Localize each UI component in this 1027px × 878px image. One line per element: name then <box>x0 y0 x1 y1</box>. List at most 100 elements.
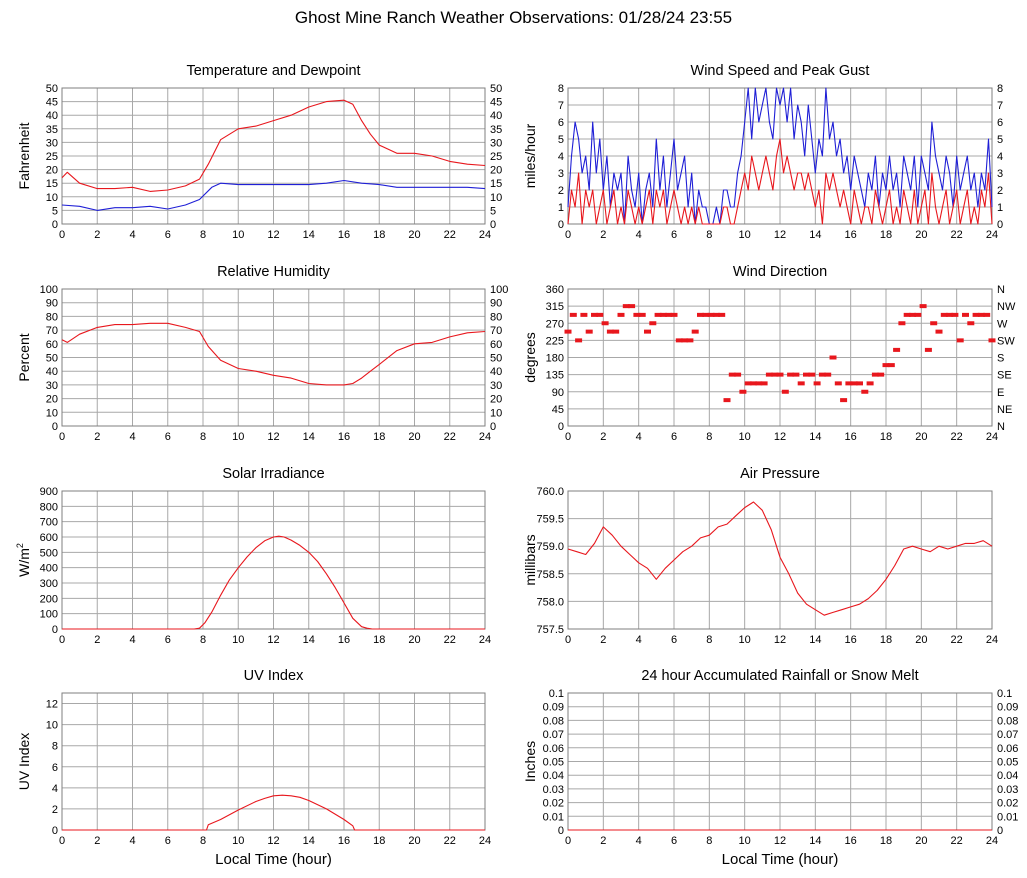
data-point <box>924 347 932 352</box>
y-tick-label: 45 <box>552 404 564 416</box>
y-tick-label: 7 <box>558 100 564 112</box>
x-tick-label: 4 <box>129 431 135 443</box>
data-point <box>691 329 699 334</box>
x-tick-label: 22 <box>444 431 456 443</box>
data-point <box>686 338 694 343</box>
right-axis-label: 4 <box>997 151 1003 163</box>
x-tick-label: 22 <box>951 431 963 443</box>
right-axis-label: 45 <box>490 97 502 109</box>
x-tick-label: 0 <box>565 431 571 443</box>
y-tick-label: 0.08 <box>543 715 564 727</box>
series-line-red <box>62 535 485 630</box>
x-tick-label: 8 <box>706 634 712 646</box>
right-axis-label: 40 <box>490 366 502 378</box>
y-tick-label: 100 <box>40 609 58 621</box>
data-point <box>898 321 906 326</box>
data-point <box>765 372 773 377</box>
x-tick-label: 14 <box>303 835 315 847</box>
x-tick-label: 12 <box>774 835 786 847</box>
x-tick-label: 10 <box>739 431 751 443</box>
y-tick-label: 315 <box>546 301 564 313</box>
y-tick-label: 270 <box>546 318 564 330</box>
x-tick-label: 22 <box>444 634 456 646</box>
x-tick-label: 22 <box>444 229 456 241</box>
data-point <box>734 372 742 377</box>
data-point <box>951 312 959 317</box>
x-tick-label: 16 <box>845 229 857 241</box>
data-point <box>564 329 572 334</box>
y-tick-label: 0 <box>52 219 58 231</box>
y-tick-label: 3 <box>558 168 564 180</box>
x-tick-label: 6 <box>671 634 677 646</box>
right-axis-label: 0.01 <box>997 811 1018 823</box>
x-tick-label: 10 <box>232 229 244 241</box>
y-tick-label: 6 <box>558 117 564 129</box>
data-point <box>665 312 673 317</box>
y-tick-label: 5 <box>52 205 58 217</box>
y-tick-label: 759.0 <box>536 541 564 553</box>
x-tick-label: 2 <box>600 229 606 241</box>
plot-frame <box>567 87 993 225</box>
data-point <box>797 381 805 386</box>
chart-title: Wind Direction <box>733 264 827 280</box>
y-axis-label: Inches <box>522 741 538 782</box>
x-tick-label: 14 <box>303 634 315 646</box>
x-tick-label: 6 <box>671 431 677 443</box>
data-point <box>771 372 779 377</box>
x-tick-label: 22 <box>444 835 456 847</box>
y-tick-label: 0 <box>52 624 58 636</box>
data-point <box>967 321 975 326</box>
y-tick-label: 0 <box>558 421 564 433</box>
data-point <box>670 312 678 317</box>
y-tick-label: 4 <box>558 151 564 163</box>
x-tick-label: 12 <box>774 229 786 241</box>
x-tick-label: 14 <box>809 229 821 241</box>
right-axis-label: S <box>997 353 1004 365</box>
x-tick-label: 10 <box>232 835 244 847</box>
y-tick-label: 70 <box>46 325 58 337</box>
x-tick-label: 14 <box>303 229 315 241</box>
x-tick-label: 12 <box>267 835 279 847</box>
x-tick-label: 8 <box>200 835 206 847</box>
data-point <box>654 312 662 317</box>
y-tick-label: 700 <box>40 517 58 529</box>
x-tick-label: 2 <box>94 431 100 443</box>
data-point <box>803 372 810 377</box>
plot-frame <box>61 490 486 630</box>
data-point <box>850 381 858 386</box>
right-axis-label: 8 <box>997 83 1003 95</box>
right-axis-label: 0.02 <box>997 798 1018 810</box>
right-axis-label: 20 <box>490 165 502 177</box>
y-axis-label: W/m2 <box>15 543 32 577</box>
x-axis-label: Local Time (hour) <box>722 851 839 868</box>
data-point <box>818 372 826 377</box>
right-axis-label: 0.1 <box>997 688 1012 700</box>
y-tick-label: 30 <box>46 380 58 392</box>
right-axis-label: 30 <box>490 380 502 392</box>
x-tick-label: 16 <box>338 431 350 443</box>
right-axis-label: NW <box>997 301 1016 313</box>
x-tick-label: 14 <box>303 431 315 443</box>
plot-frame <box>61 288 486 427</box>
data-point <box>739 389 747 394</box>
y-tick-label: 5 <box>558 134 564 146</box>
data-point <box>824 372 832 377</box>
data-point <box>940 312 948 317</box>
plot-frame <box>61 692 486 831</box>
x-tick-label: 20 <box>408 229 420 241</box>
data-point <box>755 381 763 386</box>
data-point <box>712 312 720 317</box>
y-tick-label: 8 <box>52 741 58 753</box>
y-tick-label: 100 <box>40 284 58 296</box>
y-tick-label: 4 <box>52 783 58 795</box>
x-tick-label: 20 <box>915 634 927 646</box>
rain-chart: 24 hour Accumulated Rainfall or Snow Mel… <box>522 668 1018 868</box>
y-tick-label: 25 <box>46 151 58 163</box>
x-tick-label: 4 <box>636 835 642 847</box>
data-point <box>606 329 614 334</box>
data-point <box>893 347 901 352</box>
y-tick-label: 12 <box>46 699 58 711</box>
data-point <box>633 312 641 317</box>
y-tick-label: 600 <box>40 532 58 544</box>
